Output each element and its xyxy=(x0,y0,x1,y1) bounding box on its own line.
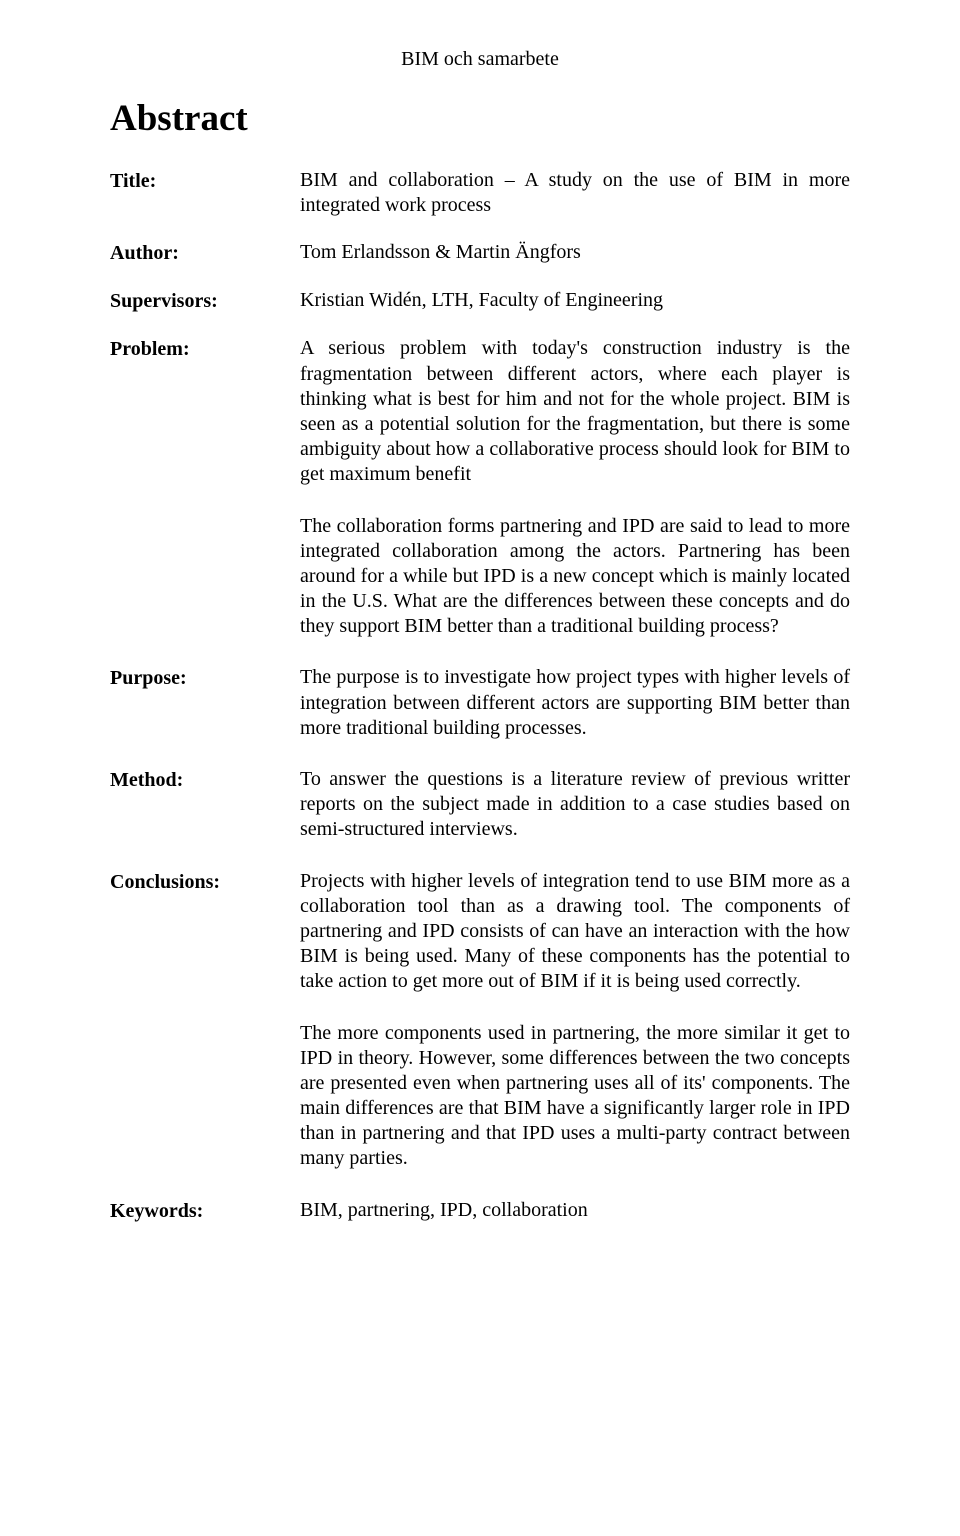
field-keywords-value: BIM, partnering, IPD, collaboration xyxy=(300,1198,850,1223)
field-conclusions-cont: The more components used in partnering, … xyxy=(110,1021,850,1172)
field-problem-cont: The collaboration forms partnering and I… xyxy=(110,514,850,640)
field-supervisors-label: Supervisors: xyxy=(110,288,300,314)
page-title: Abstract xyxy=(110,97,850,140)
running-header: BIM och samarbete xyxy=(110,48,850,71)
field-title: Title: BIM and collaboration – A study o… xyxy=(110,168,850,218)
field-method-value: To answer the questions is a literature … xyxy=(300,767,850,843)
field-keywords-label: Keywords: xyxy=(110,1198,300,1224)
field-title-value: BIM and collaboration – A study on the u… xyxy=(300,168,850,218)
field-problem-value-1: A serious problem with today's construct… xyxy=(300,336,850,487)
field-method: Method: To answer the questions is a lit… xyxy=(110,767,850,843)
field-problem: Problem: A serious problem with today's … xyxy=(110,336,850,487)
field-supervisors: Supervisors: Kristian Widén, LTH, Facult… xyxy=(110,288,850,314)
field-problem-label: Problem: xyxy=(110,336,300,362)
field-purpose-label: Purpose: xyxy=(110,665,300,691)
field-author-label: Author: xyxy=(110,240,300,266)
field-author: Author: Tom Erlandsson & Martin Ängfors xyxy=(110,240,850,266)
field-supervisors-value: Kristian Widén, LTH, Faculty of Engineer… xyxy=(300,288,850,313)
field-keywords: Keywords: BIM, partnering, IPD, collabor… xyxy=(110,1198,850,1224)
page: BIM och samarbete Abstract Title: BIM an… xyxy=(0,0,960,1536)
field-purpose-value: The purpose is to investigate how projec… xyxy=(300,665,850,741)
field-problem-value-2: The collaboration forms partnering and I… xyxy=(300,514,850,640)
field-conclusions-value-2: The more components used in partnering, … xyxy=(300,1021,850,1172)
field-method-label: Method: xyxy=(110,767,300,793)
field-author-value: Tom Erlandsson & Martin Ängfors xyxy=(300,240,850,265)
field-conclusions-value-1: Projects with higher levels of integrati… xyxy=(300,869,850,995)
field-title-label: Title: xyxy=(110,168,300,194)
field-conclusions-label: Conclusions: xyxy=(110,869,300,895)
field-purpose: Purpose: The purpose is to investigate h… xyxy=(110,665,850,741)
field-conclusions: Conclusions: Projects with higher levels… xyxy=(110,869,850,995)
